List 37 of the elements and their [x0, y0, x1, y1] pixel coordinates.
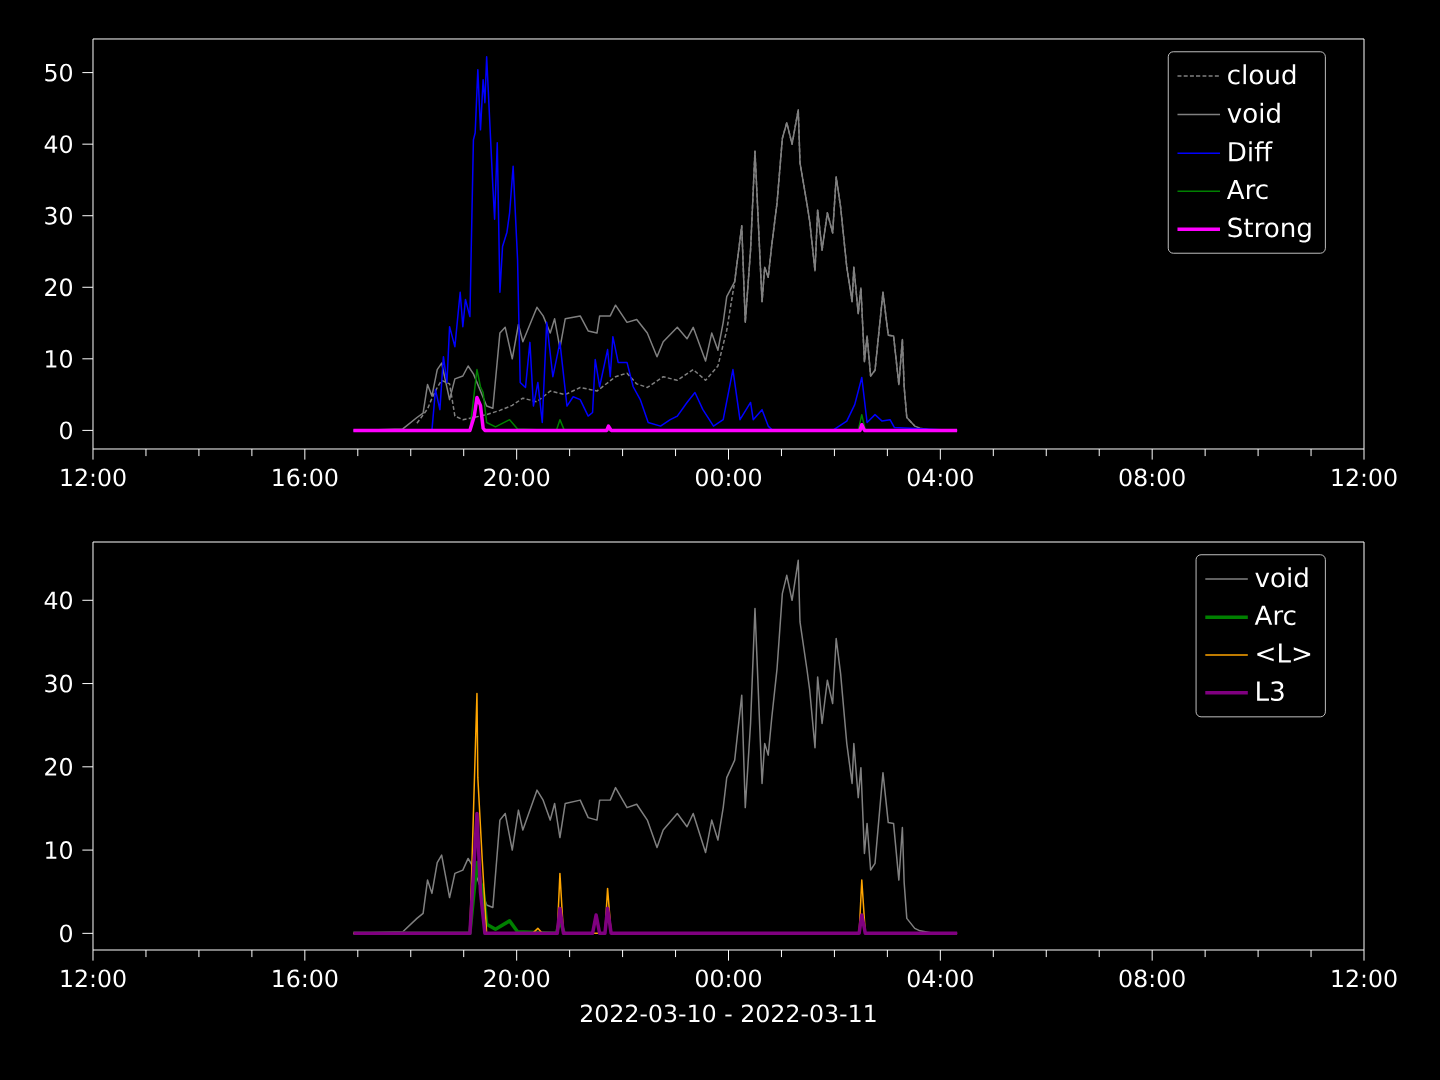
y-tick-label: 30	[45, 674, 72, 693]
y-tick-label: 20	[45, 278, 72, 297]
y-tick-label: 0	[60, 924, 72, 943]
line-series	[351, 395, 959, 433]
legend-label: L3	[1257, 681, 1284, 701]
line-series	[351, 811, 959, 936]
x-tick-label: 12:00	[1332, 468, 1397, 487]
y-tick-label: 10	[46, 841, 72, 860]
y-tick-label: 50	[45, 63, 72, 82]
x-tick-label: 00:00	[695, 969, 762, 988]
x-tick-label: 08:00	[1119, 969, 1185, 988]
x-tick-label: 00:00	[695, 468, 762, 487]
legend-label: Diff	[1229, 141, 1273, 162]
legend-label: <L>	[1257, 643, 1311, 663]
y-tick-label: 20	[45, 757, 72, 776]
x-tick-label: 20:00	[484, 468, 550, 487]
y-tick-label: 30	[45, 206, 72, 225]
legend-label: void	[1255, 567, 1308, 588]
y-tick-label: 40	[44, 135, 72, 154]
x-tick-label: 16:00	[273, 969, 338, 988]
x-tick-label: 20:00	[484, 969, 550, 988]
y-tick-label: 10	[46, 349, 72, 368]
legend-label: Strong	[1228, 217, 1311, 243]
x-tick-label: 12:00	[61, 468, 126, 487]
legend-label: Arc	[1226, 179, 1268, 200]
legend-label: Arc	[1254, 605, 1296, 626]
x-axis-title: 2022-03-10 - 2022-03-11	[580, 1004, 876, 1023]
legend-label: cloud	[1228, 64, 1296, 85]
x-tick-label: 12:00	[61, 969, 126, 988]
x-tick-label: 04:00	[907, 468, 973, 487]
legend-label: void	[1227, 102, 1280, 123]
x-tick-label: 04:00	[907, 969, 973, 988]
x-tick-label: 16:00	[273, 468, 338, 487]
y-tick-label: 0	[60, 421, 72, 440]
x-tick-label: 08:00	[1119, 468, 1185, 487]
y-tick-label: 40	[44, 591, 72, 610]
x-tick-label: 12:00	[1332, 969, 1397, 988]
